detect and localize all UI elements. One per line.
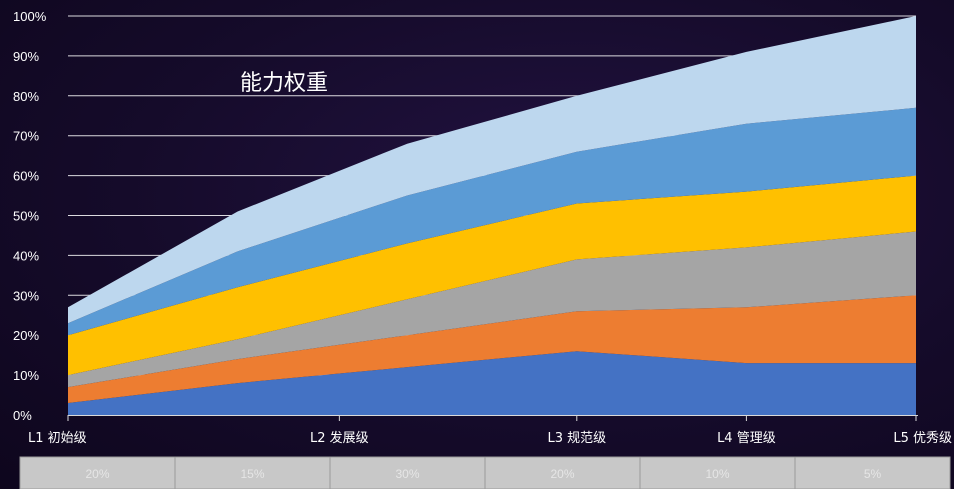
table-cell-value: 20% <box>550 467 574 481</box>
table-cell-value: 20% <box>85 467 109 481</box>
table-cell <box>794 456 951 489</box>
chart-title: 能力权重 <box>240 71 328 96</box>
y-tick-label: 10% <box>13 368 39 383</box>
area-series-4 <box>68 175 916 376</box>
table-cell-value: 30% <box>395 467 419 481</box>
y-tick-label: 60% <box>13 169 39 184</box>
table-cell <box>174 456 331 489</box>
y-tick-label: 90% <box>13 49 39 64</box>
area-series-6 <box>68 16 916 324</box>
y-tick-label: 30% <box>13 288 39 303</box>
y-tick-label: 20% <box>13 328 39 343</box>
table-cell-value: 5% <box>864 467 882 481</box>
x-tick-label: L5 优秀级 <box>893 431 952 446</box>
x-tick-label: L1 初始级 <box>28 431 87 446</box>
y-axis-ticks: 0% 10% 20% 30% 40% 50% 60% 70% 80% 90% 100% <box>13 9 47 423</box>
x-axis-ticks: L1 初始级 L2 发展级 L3 规范级 L4 管理级 L5 优秀级 <box>28 415 952 446</box>
area-series-5 <box>68 107 916 336</box>
y-tick-label: 0% <box>13 408 32 423</box>
area-series-2 <box>68 295 916 403</box>
area-series-1 <box>68 351 916 415</box>
y-tick-label: 40% <box>13 248 39 263</box>
x-tick-label: L2 发展级 <box>310 430 369 446</box>
area-series-3 <box>68 231 916 388</box>
bottom-value-table: 20% 15% 30% 20% 10% 5% <box>19 456 951 489</box>
table-cell-value: 15% <box>240 467 264 481</box>
y-tick-label: 100% <box>13 9 47 24</box>
table-cell <box>639 456 796 489</box>
table-cell <box>329 456 486 489</box>
y-tick-label: 80% <box>13 89 39 104</box>
table-cell-value: 10% <box>705 467 729 481</box>
y-tick-label: 70% <box>13 129 39 144</box>
y-tick-label: 50% <box>13 209 39 224</box>
table-cell <box>19 456 176 489</box>
area-series-group <box>68 16 916 415</box>
x-tick-label: L4 管理级 <box>717 431 776 446</box>
x-tick-label: L3 规范级 <box>547 431 606 446</box>
